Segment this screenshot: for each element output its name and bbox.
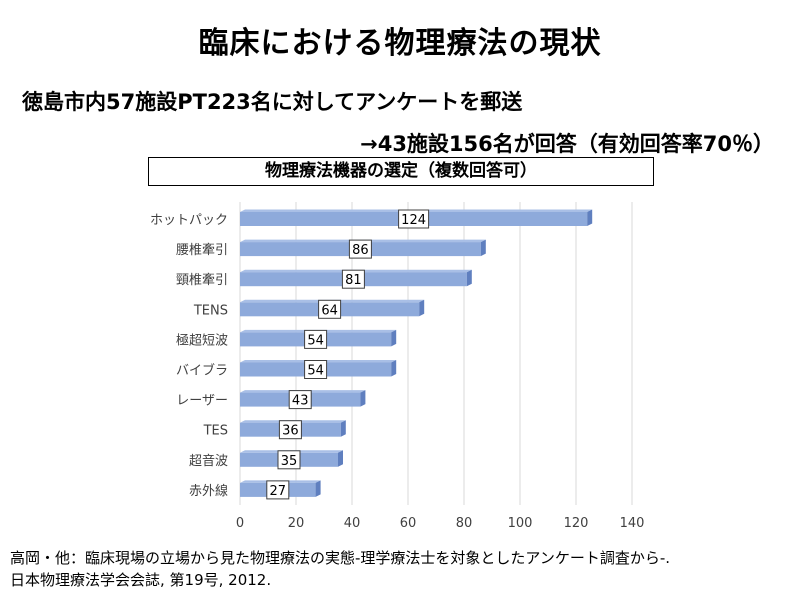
bar-side-face <box>419 299 425 317</box>
data-label: 64 <box>321 303 338 318</box>
source-line-1: 高岡・他：臨床現場の立場から見た物理療法の実態-理学療法士を対象としたアンケート… <box>10 549 670 567</box>
source-line-2: 日本物理療法学会会誌, 第19号, 2012. <box>10 571 272 589</box>
bar-side-face <box>391 329 397 347</box>
data-label-box <box>288 390 312 410</box>
x-tick-label: 100 <box>508 516 533 531</box>
category-label: TES <box>203 424 228 439</box>
bar-side-face <box>360 390 366 407</box>
data-label-box <box>278 420 302 440</box>
source-citation: 高岡・他：臨床現場の立場から見た物理療法の実態-理学療法士を対象としたアンケート… <box>10 547 670 591</box>
data-label-box <box>266 480 290 500</box>
x-tick-label: 20 <box>288 516 305 531</box>
bar-side-face <box>315 480 321 497</box>
survey-description: 徳島市内57施設PT223名に対してアンケートを郵送 <box>22 90 523 114</box>
category-label: TENS <box>193 303 228 318</box>
bar-side-face <box>480 239 486 257</box>
x-tick-label: 80 <box>456 516 473 531</box>
category-label: 超音波 <box>189 453 228 469</box>
chart-title: 物理療法機器の選定（複数回答可） <box>148 157 654 186</box>
bar-side-face <box>587 209 593 226</box>
category-label: 極超短波 <box>176 332 228 348</box>
data-label: 54 <box>307 364 324 379</box>
data-label: 86 <box>352 243 369 258</box>
category-label: レーザー <box>176 394 228 409</box>
x-tick-label: 60 <box>400 516 417 531</box>
bar-side-face <box>466 269 472 287</box>
bar-side-face <box>338 450 343 467</box>
category-label: 頸椎牽引 <box>176 272 228 288</box>
data-label: 27 <box>270 484 287 499</box>
bar-side-face <box>340 420 346 437</box>
x-tick-label: 0 <box>236 516 244 531</box>
category-label: 腰椎牽引 <box>176 242 228 258</box>
x-tick-label: 40 <box>344 516 361 531</box>
category-label: バイブラ <box>176 363 228 379</box>
data-label-box <box>304 360 328 379</box>
data-label: 35 <box>281 454 298 469</box>
data-label: 43 <box>292 394 309 409</box>
bar-side-face <box>391 360 397 377</box>
data-label: 36 <box>282 424 299 439</box>
x-tick-label: 140 <box>620 516 645 531</box>
data-label-box <box>277 450 301 470</box>
data-label-box <box>304 329 328 349</box>
data-label-box <box>348 239 372 259</box>
x-tick-label: 120 <box>564 516 589 531</box>
category-label: 赤外線 <box>189 483 228 499</box>
data-label-box <box>398 209 430 229</box>
category-label: ホットパック <box>150 213 228 228</box>
response-rate: →43施設156名が回答（有効回答率70％） <box>360 132 774 156</box>
data-label: 81 <box>345 273 362 288</box>
data-label: 124 <box>401 213 426 228</box>
data-label: 54 <box>307 333 324 348</box>
data-label-box <box>318 299 342 319</box>
bar-chart: 0 20 40 60 80 100 120 140 ホットパック 124 腰椎牽引 86 頸椎牽引 81 T… <box>150 202 645 531</box>
page-title: 臨床における物理療法の現状 <box>198 26 602 61</box>
data-label-box <box>341 269 365 289</box>
